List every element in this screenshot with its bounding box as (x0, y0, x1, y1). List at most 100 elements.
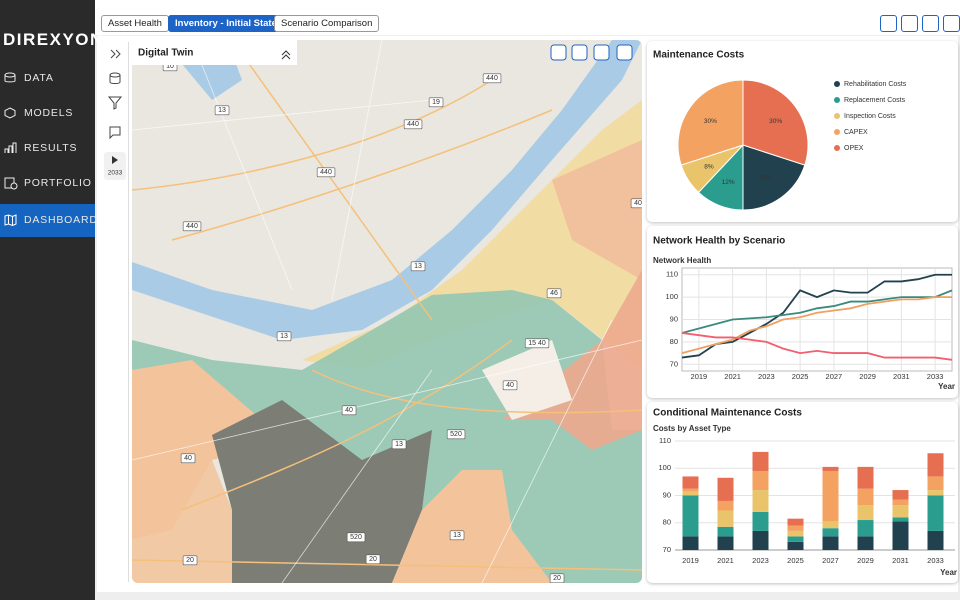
y-tick-label: 70 (663, 545, 671, 554)
logo: DIREXYON (3, 30, 104, 49)
bar-segment (892, 521, 909, 550)
delete-button[interactable] (943, 15, 960, 32)
x-tick-label: 2033 (927, 556, 944, 565)
region (552, 140, 642, 280)
x-axis-label: Year (940, 568, 957, 577)
road-shield (502, 380, 518, 391)
bar-segment (927, 495, 944, 531)
play-box[interactable] (104, 152, 126, 180)
road-shield (214, 105, 230, 116)
chart-title: Maintenance Costs (653, 50, 745, 61)
nav-icon (4, 177, 18, 190)
nav-label: RESULTS (24, 142, 78, 154)
nav-icon (4, 142, 17, 153)
road-label: 40 (634, 200, 642, 207)
road-label: 520 (450, 431, 462, 438)
road-label: 15 40 (528, 340, 546, 347)
region (482, 340, 572, 420)
road-shield (391, 439, 407, 450)
road-shield (410, 261, 426, 272)
map-tool[interactable] (571, 44, 588, 61)
road-shield (180, 453, 196, 464)
bar-segment (752, 511, 769, 531)
road-shield (428, 97, 444, 108)
add-button[interactable] (880, 15, 897, 32)
pie-chart: Maintenance Costs 20% 12% 8% 30% 30% Rehabilit… (653, 50, 907, 211)
nav-item[interactable]: PORTFOLIO (0, 167, 95, 200)
nav-icon (4, 214, 17, 226)
pie-slice (742, 144, 806, 211)
nav-label: MODELS (24, 107, 74, 119)
nav-item[interactable]: DASHBOARD (0, 204, 97, 237)
chart-subtitle: Network Health (653, 256, 711, 265)
bar-segment (682, 488, 699, 492)
bar-segment (682, 491, 699, 496)
bar-segment (822, 528, 839, 537)
slice-label: 30% (769, 118, 782, 125)
line-chart: Network Health by Scenario Network Health… (653, 236, 955, 391)
bar-chart: Conditional Maintenance Costs Costs by As… (653, 408, 957, 577)
road-shield (549, 573, 565, 583)
bar-segment (752, 490, 769, 512)
x-axis-label: Year (938, 382, 955, 391)
bar-segment (927, 490, 944, 496)
road-shield (630, 198, 642, 209)
bar-segment (857, 520, 874, 537)
nav-item[interactable]: RESULTS (0, 132, 95, 165)
nav-label: PORTFOLIO (24, 177, 92, 189)
tab[interactable]: Inventory - Initial State (168, 15, 284, 32)
road-label: 13 (395, 441, 403, 448)
map-tool[interactable] (593, 44, 610, 61)
tab[interactable]: Asset Health (101, 15, 169, 32)
bar-segment (892, 490, 909, 500)
road-label: 13 (453, 532, 461, 539)
x-tick-label: 2019 (691, 372, 708, 381)
x-tick-label: 2027 (826, 372, 843, 381)
pie-slice (677, 79, 744, 166)
bar-segment (787, 518, 804, 526)
x-tick-label: 2033 (927, 372, 944, 381)
nav-item[interactable]: DATA (0, 62, 95, 95)
series-line (681, 332, 953, 361)
nav-item[interactable]: MODELS (0, 97, 95, 130)
map-tool[interactable] (616, 44, 633, 61)
road-label: 46 (550, 290, 558, 297)
layers-icon[interactable] (109, 72, 121, 84)
road-shield (346, 532, 366, 543)
x-tick-label: 2027 (822, 556, 839, 565)
tab[interactable]: Scenario Comparison (274, 15, 380, 32)
notes-icon[interactable] (109, 126, 121, 140)
legend-swatch (834, 113, 840, 119)
edit-button[interactable] (901, 15, 918, 32)
bar-segment (682, 495, 699, 537)
expand-icon[interactable] (110, 49, 121, 59)
road-shield (182, 555, 198, 566)
road-label: 13 (414, 263, 422, 270)
nav-label: DATA (24, 72, 54, 84)
bar-segment (752, 470, 769, 491)
road-shield (482, 73, 502, 84)
play-icon[interactable] (112, 156, 118, 164)
road-label: 40 (184, 455, 192, 462)
bar-segment (787, 541, 804, 550)
y-tick-label: 70 (670, 359, 678, 368)
filter-icon[interactable] (107, 96, 123, 110)
pie-panel: Maintenance Costs 20% 12% 8% 30% 30% Rehabilit… (647, 41, 958, 222)
map-tool[interactable] (550, 44, 567, 61)
bar-segment (927, 530, 944, 550)
slice-label: 20% (760, 174, 773, 181)
region (132, 460, 232, 583)
bar-segment (717, 477, 734, 501)
nav-icon (4, 107, 16, 119)
roads (132, 40, 642, 571)
collapse-icon[interactable] (281, 50, 291, 60)
road-label: 440 (320, 169, 332, 176)
road-shield (365, 554, 381, 565)
road-label: 19 (432, 99, 440, 106)
y-tick-label: 80 (670, 337, 678, 346)
y-tick-label: 100 (658, 463, 671, 472)
x-tick-label: 2021 (717, 556, 734, 565)
copy-button[interactable] (922, 15, 939, 32)
bar-segment (752, 530, 769, 550)
bar-segment (682, 536, 699, 550)
